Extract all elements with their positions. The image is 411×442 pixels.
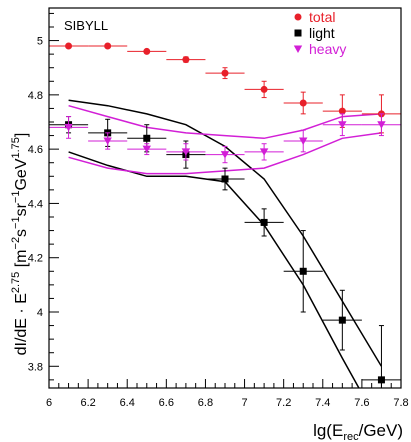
heavy-point (220, 151, 230, 159)
y-tick-label: 4 (37, 307, 43, 319)
y-tick-label: 4.2 (28, 253, 43, 265)
total-point (143, 47, 151, 55)
heavy-point (299, 137, 308, 145)
heavy-point (64, 123, 73, 132)
legend-label-heavy: heavy (309, 41, 346, 57)
light-point (338, 316, 346, 324)
x-tick-label: 7.4 (315, 397, 330, 409)
annotation-label: SIBYLL (64, 18, 108, 33)
model-bands (68, 99, 383, 388)
total-point (299, 99, 307, 107)
x-tick-label: 7.2 (276, 397, 291, 409)
legend-label-total: total (309, 9, 335, 25)
y-axis: 3.8 4 4.2 4.4 4.6 4.8 5 (28, 12, 59, 381)
y-tick-label: 4.4 (28, 198, 43, 210)
heavy-band-upper (68, 104, 382, 140)
legend-marker-heavy (293, 45, 303, 53)
y-axis-label: dI/dE · E2.75 [m−2s−1sr−1GeV1.75] (10, 133, 30, 356)
plot-frame (48, 7, 402, 389)
x-tick-label: 6.6 (159, 397, 174, 409)
total-point (104, 42, 112, 50)
heavy-point (181, 148, 191, 156)
y-tick-label: 5 (37, 36, 43, 48)
heavy-point (338, 121, 347, 129)
data-points (49, 42, 401, 388)
x-tick-label: 6.8 (198, 397, 213, 409)
x-tick-label: 6.4 (120, 397, 135, 409)
total-point (260, 85, 268, 93)
x-tick-label: 7.8 (393, 397, 408, 409)
legend-marker-light (294, 29, 302, 37)
y-tick-label: 4.8 (28, 90, 43, 102)
light-band-upper (68, 99, 383, 367)
heavy-point (103, 137, 112, 145)
x-tick-label: 6.2 (80, 397, 95, 409)
y-tick-label: 4.6 (28, 144, 43, 156)
total-point (182, 56, 190, 64)
legend-label-light: light (309, 25, 335, 41)
x-axis: 6 6.2 6.4 6.6 6.8 7 7.2 7.4 7.6 7.8 (46, 379, 409, 409)
light-point (221, 175, 229, 183)
heavy-point (377, 121, 386, 129)
total-point (338, 107, 346, 115)
heavy-point (142, 145, 151, 154)
x-axis-label: lg(Erec/GeV) (313, 421, 403, 442)
light-point (377, 376, 385, 384)
total-point (221, 69, 229, 77)
series-total (49, 42, 401, 134)
light-band-lower (68, 151, 360, 388)
x-tick-label: 7 (241, 397, 247, 409)
light-point (299, 267, 307, 275)
light-point (260, 218, 268, 226)
heavy-point (259, 148, 269, 156)
x-tick-label: 7.6 (354, 397, 369, 409)
series-heavy (49, 113, 401, 164)
legend-marker-total (294, 13, 302, 21)
light-point (143, 134, 151, 142)
total-point (65, 42, 73, 50)
y-tick-label: 3.8 (28, 361, 43, 373)
x-tick-label: 6 (46, 397, 52, 409)
